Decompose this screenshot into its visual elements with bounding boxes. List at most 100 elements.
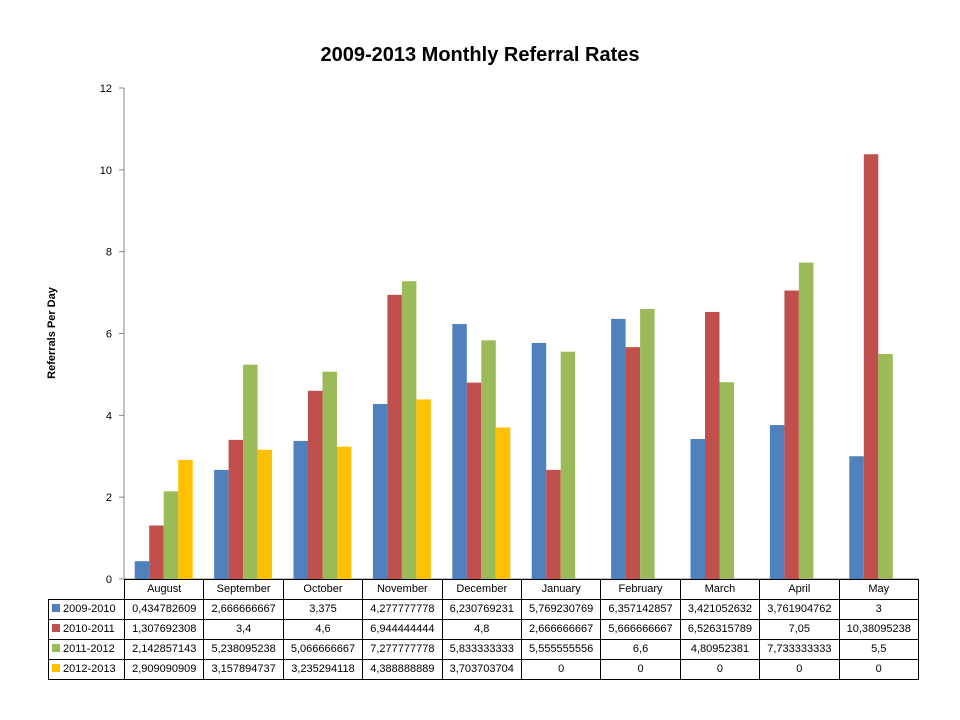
table-cell: 0,434782609 xyxy=(123,599,205,620)
table-cell: 3,761904762 xyxy=(759,599,840,620)
y-tick-label: 8 xyxy=(106,247,112,259)
x-tick-label: January xyxy=(520,579,602,600)
table-cell: 0 xyxy=(520,659,602,680)
table-cell: 4,80952381 xyxy=(679,639,761,660)
table-row: 2012-2013 2,909090909 3,157894737 3,2352941… xyxy=(48,659,919,680)
table-cell: 3,421052632 xyxy=(679,599,761,620)
table-cell: 6,357142857 xyxy=(600,599,681,620)
table-cell: 6,230769231 xyxy=(441,599,522,620)
legend-entry: 2011-2012 xyxy=(48,639,125,660)
bar xyxy=(149,525,164,579)
table-cell: 4,8 xyxy=(441,619,522,640)
bar xyxy=(387,294,402,579)
table-cell: 3,375 xyxy=(282,599,364,620)
table-cell: 7,733333333 xyxy=(759,639,840,660)
table-cell: 5,666666667 xyxy=(600,619,681,640)
table-cell: 4,6 xyxy=(282,619,364,640)
table-cell: 0 xyxy=(679,659,761,680)
bar xyxy=(163,491,179,579)
bar xyxy=(257,449,273,579)
table-cell: 10,38095238 xyxy=(838,619,919,640)
legend-entry: 2009-2010 xyxy=(48,599,125,620)
table-cell: 4,388888889 xyxy=(362,659,443,680)
bar xyxy=(466,382,482,579)
chart-title: 2009-2013 Monthly Referral Rates xyxy=(320,44,640,66)
bar xyxy=(293,440,308,579)
x-tick-label: October xyxy=(282,579,364,600)
bar xyxy=(611,318,626,579)
bar xyxy=(401,281,417,579)
bar xyxy=(690,439,705,579)
series-name: 2009-2010 xyxy=(63,603,116,615)
table-cell: 5,066666667 xyxy=(282,639,364,660)
series-name: 2012-2013 xyxy=(63,663,116,675)
bar xyxy=(337,446,352,579)
bar xyxy=(849,456,864,579)
legend-entry: 2010-2011 xyxy=(48,619,125,640)
bar xyxy=(719,382,734,579)
table-cell: 2,666666667 xyxy=(520,619,602,640)
bar xyxy=(214,469,229,579)
bar xyxy=(372,403,388,579)
table-cell: 6,6 xyxy=(600,639,681,660)
table-cell: 2,666666667 xyxy=(203,599,284,620)
x-tick-label: February xyxy=(600,579,681,600)
table-cell: 5,238095238 xyxy=(203,639,284,660)
bar xyxy=(308,390,323,579)
bar xyxy=(243,364,258,579)
bar xyxy=(228,439,244,579)
bar xyxy=(705,311,720,579)
table-cell: 3,4 xyxy=(203,619,284,640)
bar xyxy=(798,262,814,579)
legend-swatch xyxy=(52,624,60,633)
x-tick-label: May xyxy=(838,579,919,600)
y-tick-label: 4 xyxy=(106,410,112,422)
bar xyxy=(531,342,547,579)
table-cell: 0 xyxy=(600,659,681,680)
series-name: 2010-2011 xyxy=(63,623,115,635)
bar xyxy=(481,340,496,579)
bar xyxy=(322,371,337,579)
x-tick-label: September xyxy=(203,579,284,600)
bar xyxy=(495,427,511,579)
y-tick-label: 10 xyxy=(100,165,112,177)
y-tick-label: 12 xyxy=(100,83,112,95)
bar xyxy=(546,469,561,579)
bar xyxy=(560,351,576,579)
table-cell: 5,833333333 xyxy=(441,639,522,660)
table-header-row: August September October November December Ja… xyxy=(48,579,919,600)
series-name: 2011-2012 xyxy=(63,643,115,655)
bar xyxy=(178,459,193,579)
bar xyxy=(863,154,879,579)
table-cell: 4,277777778 xyxy=(362,599,443,620)
table-cell: 3,703703704 xyxy=(441,659,522,680)
table-cell: 7,05 xyxy=(759,619,840,640)
legend-entry: 2012-2013 xyxy=(48,659,125,680)
table-cell: 6,526315789 xyxy=(679,619,761,640)
table-cell: 3,157894737 xyxy=(203,659,284,680)
table-cell: 5,769230769 xyxy=(520,599,602,620)
table-row: 2009-2010 0,434782609 2,666666667 3,375 4,27… xyxy=(48,599,919,620)
bar xyxy=(416,399,431,579)
table-cell: 6,944444444 xyxy=(362,619,443,640)
bar xyxy=(878,353,893,579)
table-cell: 5,555555556 xyxy=(520,639,602,660)
table-cell: 5,5 xyxy=(838,639,919,660)
y-tick-label: 2 xyxy=(106,492,112,504)
table-cell: 0 xyxy=(759,659,840,680)
table-row: 2010-2011 1,307692308 3,4 4,6 6,944444444 4,8… xyxy=(48,619,919,640)
legend-swatch xyxy=(52,604,60,613)
table-cell: 0 xyxy=(838,659,919,680)
table-cell: 2,142857143 xyxy=(123,639,205,660)
bar xyxy=(625,347,641,579)
bar xyxy=(769,425,785,579)
table-cell: 1,307692308 xyxy=(123,619,205,640)
table-row: 2011-2012 2,142857143 5,238095238 5,0666666… xyxy=(48,639,919,660)
bar xyxy=(640,308,655,579)
bar xyxy=(784,290,799,579)
bar xyxy=(452,324,467,579)
table-cell: 3 xyxy=(838,599,919,620)
table-cell: 3,235294118 xyxy=(282,659,364,680)
x-tick-label: August xyxy=(123,579,205,600)
